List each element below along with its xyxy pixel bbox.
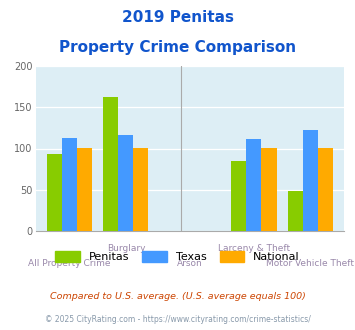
Bar: [47, 154, 62, 231]
Bar: [133, 148, 148, 231]
Text: Property Crime Comparison: Property Crime Comparison: [59, 40, 296, 54]
Bar: [231, 161, 246, 231]
Bar: [262, 148, 277, 231]
Bar: [288, 190, 303, 231]
Bar: [103, 97, 118, 231]
Bar: [118, 135, 133, 231]
Text: All Property Crime: All Property Crime: [28, 259, 111, 268]
Bar: [303, 130, 318, 231]
Legend: Penitas, Texas, National: Penitas, Texas, National: [51, 247, 304, 267]
Text: Compared to U.S. average. (U.S. average equals 100): Compared to U.S. average. (U.S. average …: [50, 292, 305, 301]
Bar: [77, 148, 92, 231]
Text: Arson: Arson: [177, 259, 203, 268]
Bar: [246, 139, 262, 231]
Text: Burglary: Burglary: [106, 244, 145, 253]
Bar: [62, 138, 77, 231]
Bar: [318, 148, 333, 231]
Text: 2019 Penitas: 2019 Penitas: [121, 10, 234, 25]
Text: Motor Vehicle Theft: Motor Vehicle Theft: [267, 259, 354, 268]
Text: © 2025 CityRating.com - https://www.cityrating.com/crime-statistics/: © 2025 CityRating.com - https://www.city…: [45, 315, 310, 324]
Text: Larceny & Theft: Larceny & Theft: [218, 244, 290, 253]
